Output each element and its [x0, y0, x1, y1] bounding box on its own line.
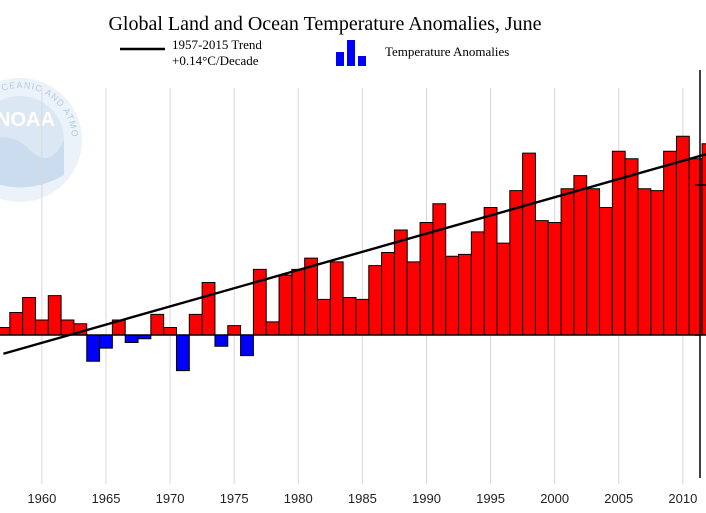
- x-tick-label-2000: 2000: [540, 491, 569, 506]
- bar-2008: [650, 190, 665, 336]
- bar-1984: [342, 297, 357, 336]
- bar-1988: [393, 229, 408, 336]
- bar-2000: [547, 222, 562, 336]
- x-tick-label-2005: 2005: [604, 491, 633, 506]
- bar-1971: [175, 334, 190, 372]
- y-ticks: [695, 184, 706, 336]
- noaa-logo-word: NOAA: [0, 109, 55, 131]
- x-tick-label-1985: 1985: [348, 491, 377, 506]
- x-tick-label-2010: 2010: [668, 491, 697, 506]
- bar-1978: [265, 321, 280, 336]
- bar-1976: [240, 334, 254, 357]
- bar-2012: [701, 143, 706, 336]
- bar-2007: [637, 188, 652, 336]
- bar-1981: [304, 257, 318, 336]
- bar-1959: [22, 297, 36, 336]
- x-tick-labels: 1960 1965 1970 1975 1980 1985 1990 1995 2000 2005…: [27, 491, 697, 506]
- bar-2002: [573, 175, 588, 336]
- noaa-logo: NOAA NATIONAL OCEANIC AND ATMOSPHERIC AD…: [0, 0, 82, 202]
- bar-1972: [188, 313, 203, 336]
- legend-trend-label-1: 1957-2015 Trend: [172, 37, 262, 52]
- bar-2004: [599, 207, 613, 336]
- chart-title: Global Land and Ocean Temperature Anomal…: [108, 13, 541, 35]
- bar-1969: [150, 313, 165, 336]
- bar-1986: [368, 265, 383, 336]
- legend: 1957-2015 Trend +0.14°C/Decade Temperatu…: [120, 37, 509, 68]
- bar-1985: [355, 298, 370, 336]
- bar-1961: [47, 295, 62, 336]
- bar-1982: [317, 298, 331, 336]
- bar-1974: [214, 334, 229, 347]
- bar-1957: [0, 327, 11, 336]
- bar-1991: [432, 203, 447, 336]
- bar-1973: [201, 282, 216, 336]
- bar-1967: [124, 334, 139, 343]
- x-tick-label-1960: 1960: [27, 491, 56, 506]
- bar-1997: [509, 190, 524, 336]
- bar-1993: [458, 253, 472, 336]
- bar-1999: [534, 220, 549, 336]
- bar-2009: [663, 150, 677, 336]
- legend-trend-label-2: +0.14°C/Decade: [172, 53, 259, 68]
- bar-1983: [329, 261, 344, 336]
- bar-1962: [60, 319, 75, 336]
- bar-1979: [278, 274, 293, 336]
- bar-1990: [419, 222, 434, 336]
- bar-1994: [470, 231, 485, 336]
- bar-1998: [522, 152, 536, 336]
- bar-1965: [99, 334, 113, 349]
- bar-1989: [406, 261, 421, 336]
- x-tick-label-1990: 1990: [412, 491, 441, 506]
- bar-2001: [560, 188, 575, 336]
- x-tick-label-1970: 1970: [156, 491, 185, 506]
- x-tick-label-1980: 1980: [284, 491, 313, 506]
- bar-2010: [675, 135, 690, 336]
- bar-1970: [163, 327, 177, 336]
- bar-1996: [496, 242, 511, 336]
- bar-1995: [483, 207, 498, 336]
- legend-bars-swatch: [336, 40, 366, 66]
- bar-1964: [86, 334, 101, 362]
- legend-anomaly-label: Temperature Anomalies: [385, 44, 509, 59]
- bar-1980: [291, 268, 306, 336]
- bar-2006: [624, 158, 639, 336]
- bar-1958: [9, 312, 24, 336]
- bar-1987: [381, 252, 395, 336]
- x-tick-label-1975: 1975: [220, 491, 249, 506]
- bars: [0, 135, 706, 372]
- bar-1975: [227, 325, 242, 336]
- bar-1992: [445, 255, 460, 336]
- x-tick-label-1995: 1995: [476, 491, 505, 506]
- bar-2003: [586, 188, 601, 336]
- x-tick-label-1965: 1965: [92, 491, 121, 506]
- bar-1960: [34, 319, 49, 336]
- trend-line: [3, 153, 706, 355]
